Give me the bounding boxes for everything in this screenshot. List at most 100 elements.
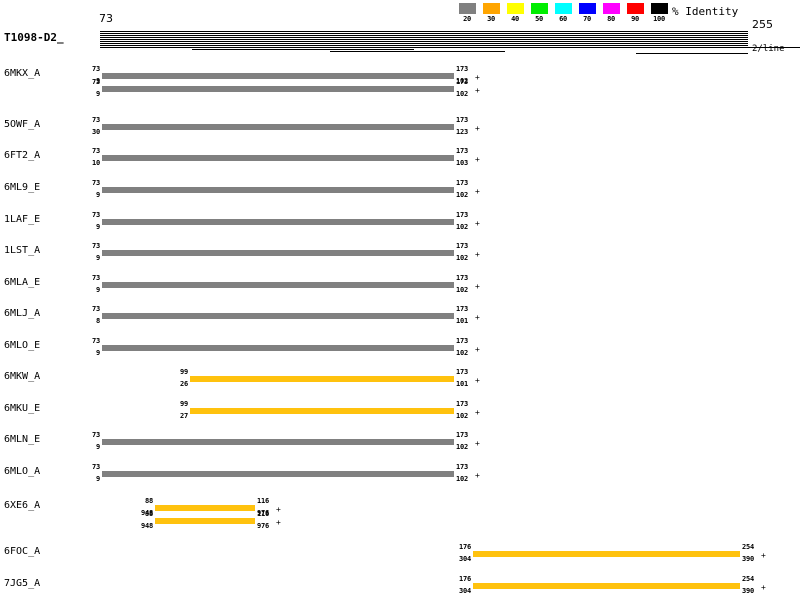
hsp-bar[interactable] <box>102 86 454 92</box>
legend-value-label: 60 <box>559 15 567 23</box>
hsp-subject-start: 10 <box>91 159 100 167</box>
hsp-query-end: 173 <box>456 368 469 376</box>
hsp-query-start: 88 <box>144 510 153 518</box>
subject-label-6mla_e[interactable]: 6MLA_E <box>4 277 41 288</box>
hsp-query-start: 73 <box>91 65 100 73</box>
hsp-subject-start: 9 <box>95 77 100 85</box>
hsp-bar[interactable] <box>102 124 454 130</box>
subject-label-6foc_a[interactable]: 6FOC_A <box>4 546 41 557</box>
subject-label-6mlj_a[interactable]: 6MLJ_A <box>4 308 41 319</box>
legend-value-label: 40 <box>511 15 519 23</box>
hsp-query-start: 73 <box>91 179 100 187</box>
hsp-bar[interactable] <box>473 551 740 557</box>
query-ruler-line <box>100 31 748 32</box>
hsp-bar[interactable] <box>102 73 454 79</box>
hsp-subject-start: 9 <box>95 475 100 483</box>
hsp-bar[interactable] <box>473 583 740 589</box>
hsp-bar[interactable] <box>155 518 255 524</box>
hsp-strand-indicator: + <box>475 439 480 448</box>
hsp-subject-end: 102 <box>456 254 469 262</box>
query-ruler-line <box>636 53 748 54</box>
hsp-strand-indicator: + <box>475 313 480 322</box>
hsp-strand-indicator: + <box>475 250 480 259</box>
subject-label-6mlo_e[interactable]: 6MLO_E <box>4 340 41 351</box>
hsp-bar[interactable] <box>102 250 454 256</box>
hsp-query-end: 116 <box>257 510 270 518</box>
hsp-subject-start: 9 <box>95 286 100 294</box>
hsp-bar[interactable] <box>102 187 454 193</box>
hsp-subject-start: 9 <box>95 349 100 357</box>
legend-color-chip <box>506 3 524 14</box>
hsp-subject-end: 102 <box>456 191 469 199</box>
subject-label-6mkx_a[interactable]: 6MKX_A <box>4 68 41 79</box>
hsp-query-start: 73 <box>91 211 100 219</box>
hsp-subject-end: 103 <box>456 159 469 167</box>
subject-label-5owf_a[interactable]: 5OWF_A <box>4 119 41 130</box>
legend-value-label: 20 <box>463 15 471 23</box>
hsp-subject-end: 102 <box>456 412 469 420</box>
hsp-subject-end: 102 <box>456 443 469 451</box>
subject-label-6mlo_a[interactable]: 6MLO_A <box>4 466 41 477</box>
hsp-bar[interactable] <box>102 219 454 225</box>
query-ruler-line <box>330 51 505 52</box>
hsp-strand-indicator: + <box>475 408 480 417</box>
hsp-subject-start: 26 <box>179 380 188 388</box>
hsp-subject-start: 9 <box>95 191 100 199</box>
subject-label-6mku_e[interactable]: 6MKU_E <box>4 403 41 414</box>
hsp-query-start: 99 <box>179 400 188 408</box>
legend-color-chip <box>482 3 500 14</box>
hsp-bar[interactable] <box>102 155 454 161</box>
legend-entry-50: 50 <box>527 3 551 24</box>
hsp-query-start: 88 <box>144 497 153 505</box>
subject-label-6xe6_a[interactable]: 6XE6_A <box>4 500 41 511</box>
hsp-strand-indicator: + <box>475 282 480 291</box>
hsp-query-start: 73 <box>91 242 100 250</box>
hsp-bar[interactable] <box>102 345 454 351</box>
hsp-bar[interactable] <box>190 376 454 382</box>
hsp-strand-indicator: + <box>276 518 281 527</box>
subject-label-7jg5_a[interactable]: 7JG5_A <box>4 578 41 589</box>
hsp-bar[interactable] <box>102 471 454 477</box>
hsp-subject-end: 390 <box>742 555 755 563</box>
hsp-bar[interactable] <box>102 313 454 319</box>
hsp-subject-start: 304 <box>458 587 471 595</box>
hsp-subject-end: 102 <box>456 475 469 483</box>
legend-title: % Identity <box>672 5 739 18</box>
hsp-query-end: 173 <box>456 274 469 282</box>
hsp-bar[interactable] <box>155 505 255 511</box>
hsp-bar[interactable] <box>102 282 454 288</box>
hsp-subject-end: 101 <box>456 380 469 388</box>
hsp-query-end: 173 <box>456 147 469 155</box>
hsp-query-start: 73 <box>91 116 100 124</box>
hsp-bar[interactable] <box>102 439 454 445</box>
subject-label-1laf_e[interactable]: 1LAF_E <box>4 214 41 225</box>
hsp-query-end: 173 <box>456 400 469 408</box>
query-ruler-line <box>100 41 748 42</box>
subject-label-6mln_e[interactable]: 6MLN_E <box>4 434 41 445</box>
hsp-subject-end: 102 <box>456 223 469 231</box>
hsp-query-end: 173 <box>456 337 469 345</box>
hsp-strand-indicator: + <box>761 551 766 560</box>
legend-entry-20: 20 <box>455 3 479 24</box>
legend-entry-100: 100 <box>647 3 671 24</box>
legend-color-chip <box>530 3 548 14</box>
hsp-subject-end: 390 <box>742 587 755 595</box>
legend-color-chip <box>602 3 620 14</box>
query-ruler-line <box>100 43 748 44</box>
legend-color-chip <box>458 3 476 14</box>
hsp-subject-start: 948 <box>140 509 153 517</box>
query-ruler-line <box>100 35 748 36</box>
subject-label-6ft2_a[interactable]: 6FT2_A <box>4 150 41 161</box>
hsp-strand-indicator: + <box>475 73 480 82</box>
identity-color-legend: 20 30 40 50 60 70 80 90 100 <box>455 3 671 24</box>
query-ruler-track <box>0 31 800 59</box>
hsp-subject-end: 102 <box>456 77 469 85</box>
hsp-query-start: 73 <box>91 463 100 471</box>
hsp-bar[interactable] <box>190 408 454 414</box>
legend-value-label: 90 <box>631 15 639 23</box>
subject-label-6ml9_e[interactable]: 6ML9_E <box>4 182 41 193</box>
subject-label-1lst_a[interactable]: 1LST_A <box>4 245 41 256</box>
subject-label-6mkw_a[interactable]: 6MKW_A <box>4 371 41 382</box>
query-start-coordinate: 73 <box>99 12 113 25</box>
